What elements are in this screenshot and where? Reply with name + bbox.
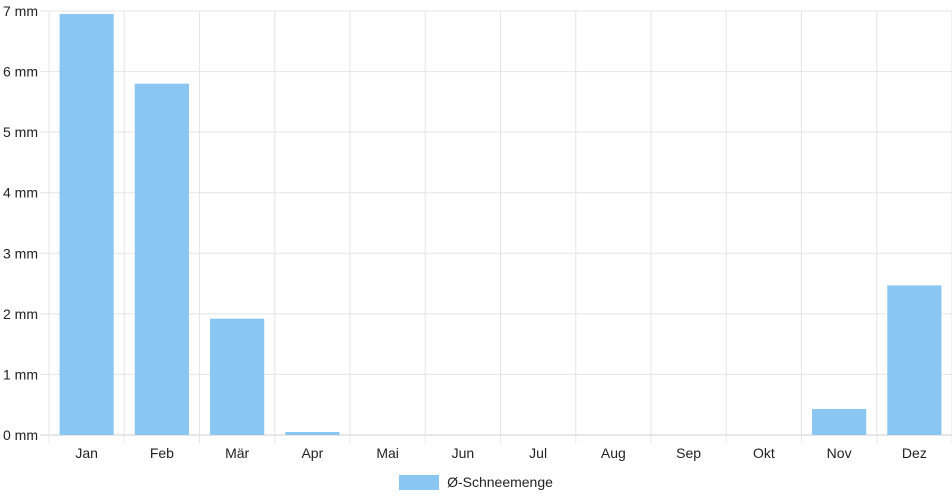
x-tick-label: Jan	[75, 445, 98, 461]
y-tick-label: 5 mm	[3, 124, 38, 140]
x-tick-label: Mär	[225, 445, 249, 461]
x-tick-label: Jun	[452, 445, 475, 461]
x-tick-label: Okt	[753, 445, 775, 461]
y-tick-label: 0 mm	[3, 427, 38, 443]
y-tick-label: 1 mm	[3, 366, 38, 382]
y-tick-label: 3 mm	[3, 245, 38, 261]
y-tick-label: 6 mm	[3, 64, 38, 80]
legend-label: Ø-Schneemenge	[447, 474, 553, 490]
x-tick-label: Nov	[827, 445, 852, 461]
x-tick-label: Aug	[601, 445, 626, 461]
bar[interactable]	[285, 431, 340, 435]
x-tick-label: Apr	[301, 445, 323, 461]
bar[interactable]	[210, 318, 265, 435]
x-axis-ticks: Jan Feb Mär Apr Mai Jun Jul Aug Sep Okt Nov Dez	[75, 445, 926, 461]
y-tick-label: 7 mm	[3, 3, 38, 19]
bars	[59, 14, 942, 436]
bar[interactable]	[812, 408, 867, 435]
y-axis-ticks: 0 mm 1 mm 2 mm 3 mm 4 mm 5 mm 6 mm 7 mm	[3, 3, 38, 443]
bar[interactable]	[887, 285, 942, 435]
x-tick-label: Feb	[150, 445, 174, 461]
bar[interactable]	[59, 14, 114, 436]
x-tick-label: Dez	[902, 445, 927, 461]
x-tick-label: Mai	[376, 445, 399, 461]
grid	[40, 10, 952, 443]
x-tick-label: Sep	[676, 445, 701, 461]
y-tick-label: 4 mm	[3, 185, 38, 201]
legend-swatch	[399, 474, 440, 490]
bar[interactable]	[134, 83, 189, 435]
x-tick-label: Jul	[529, 445, 547, 461]
y-tick-label: 2 mm	[3, 306, 38, 322]
legend[interactable]: Ø-Schneemenge	[0, 470, 952, 494]
